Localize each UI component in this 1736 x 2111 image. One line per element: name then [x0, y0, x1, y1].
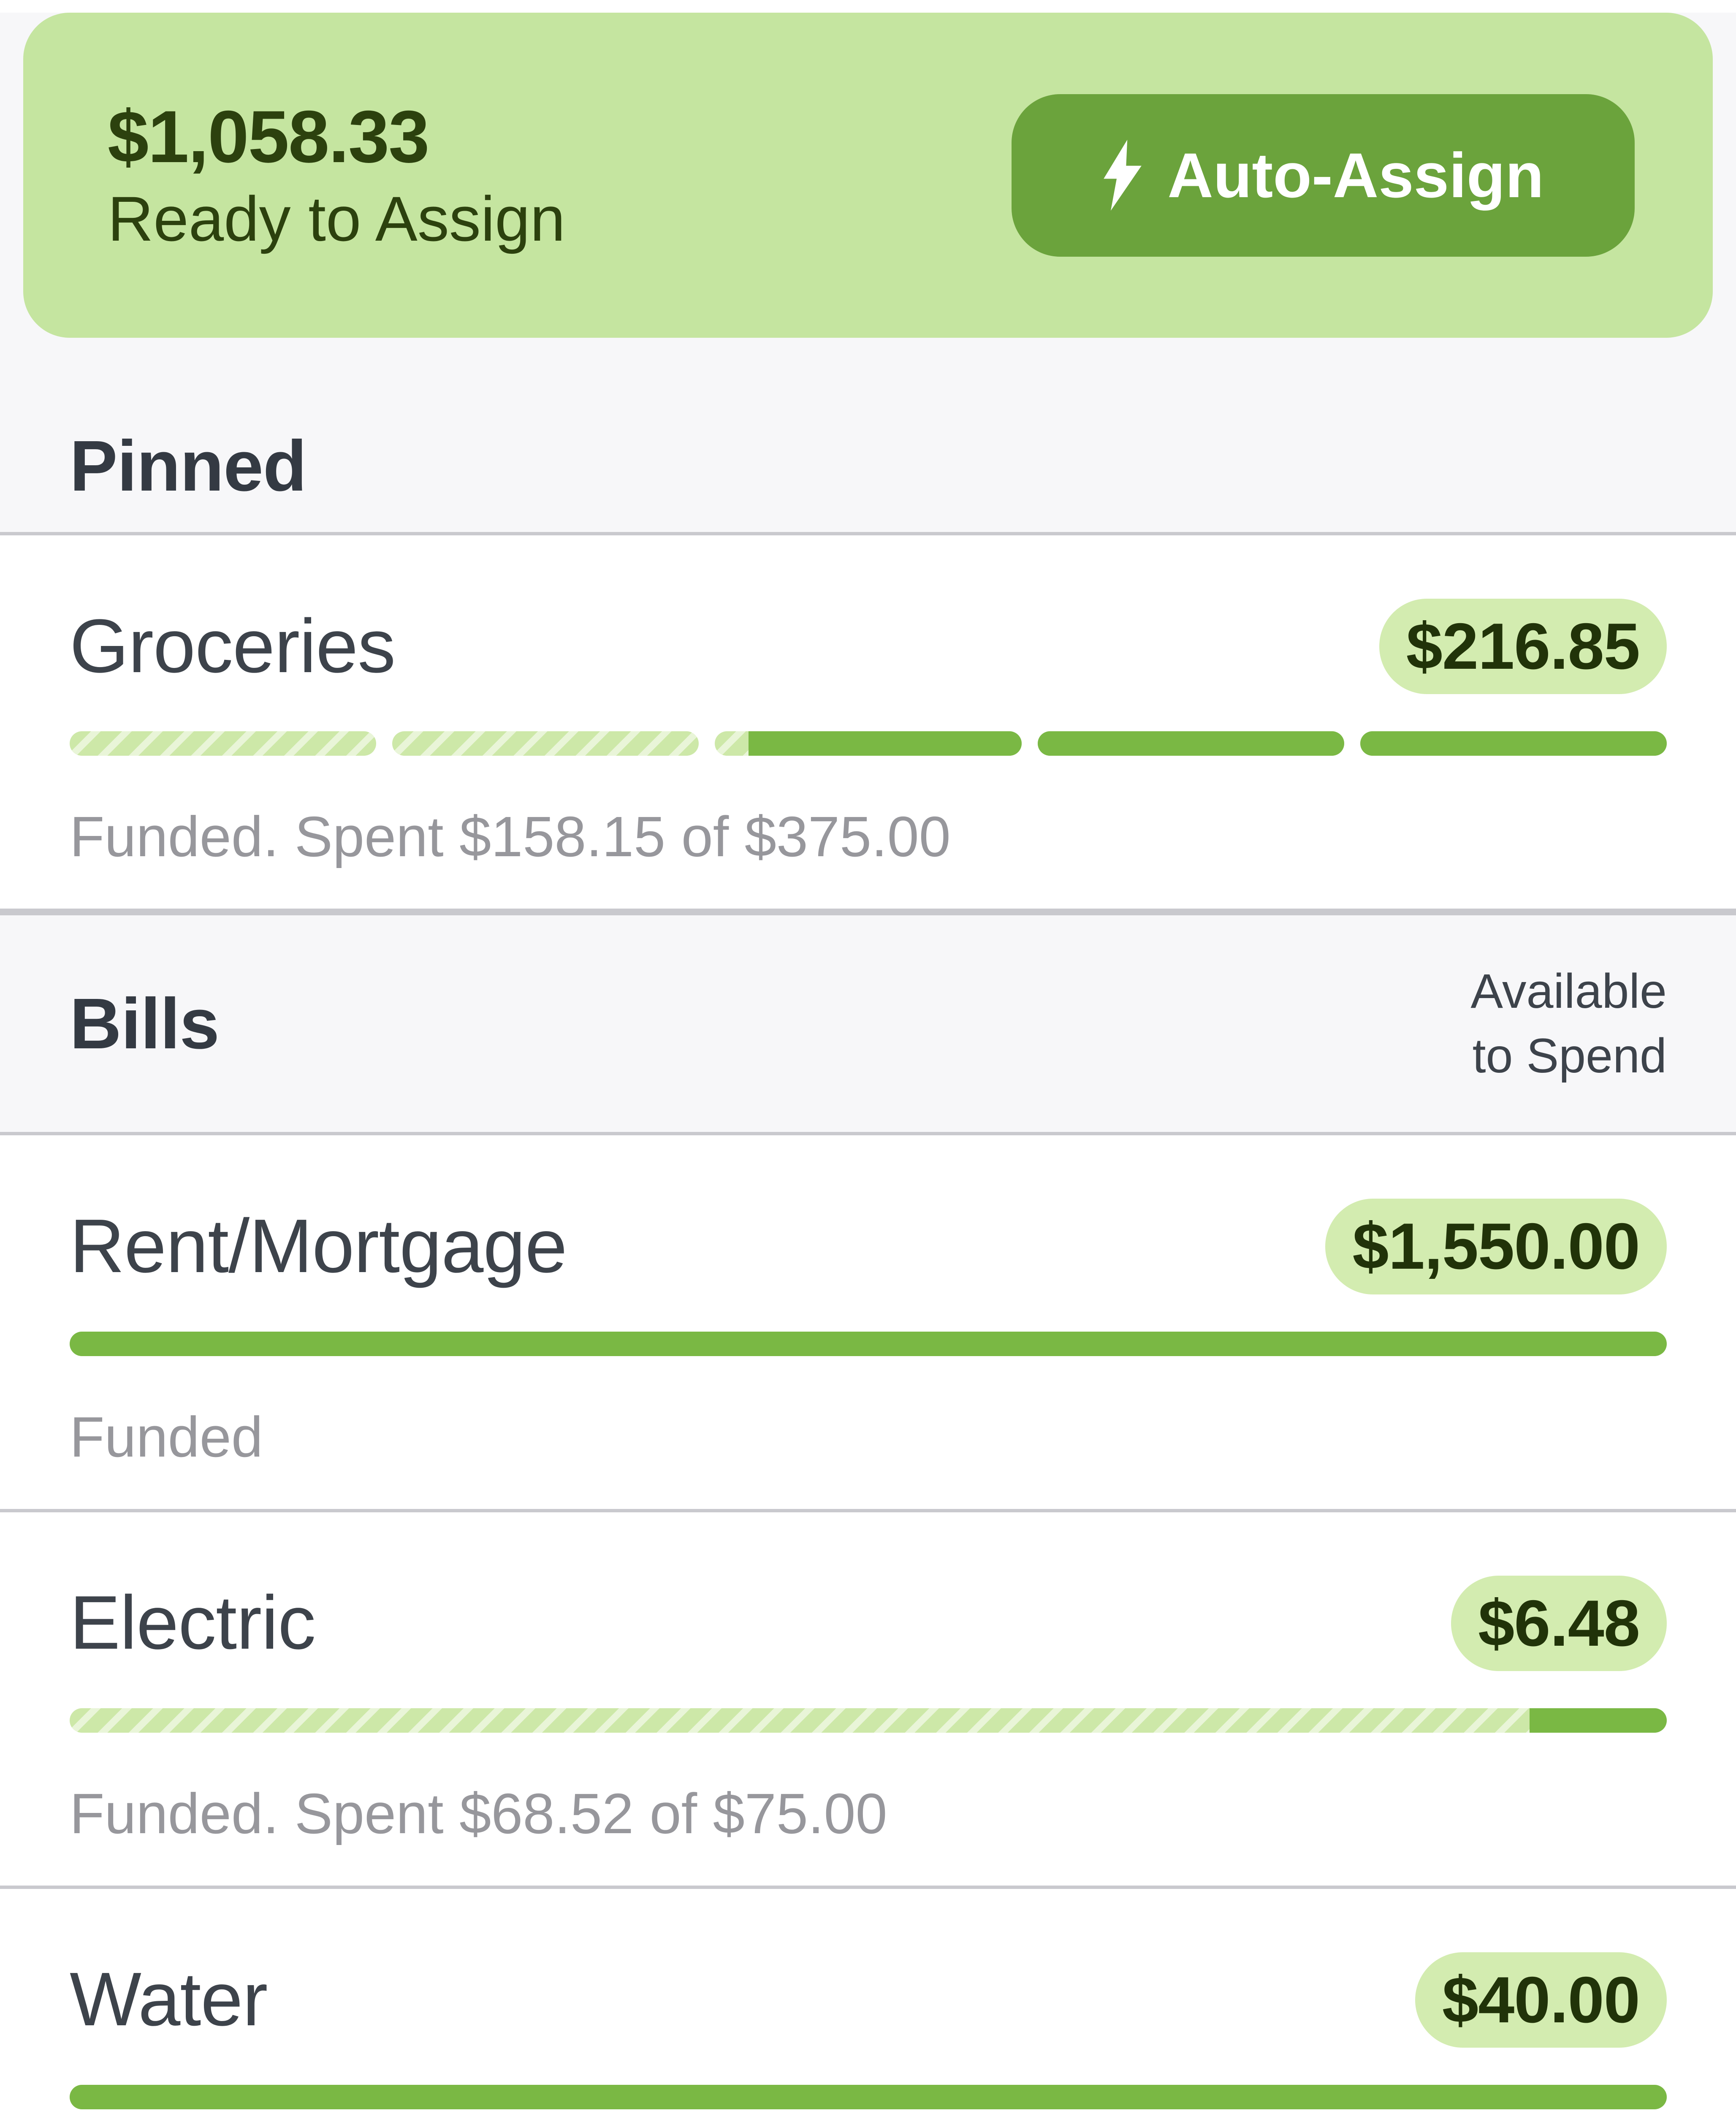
category-name: Water — [70, 1957, 268, 2042]
auto-assign-button[interactable]: Auto-Assign — [1012, 94, 1635, 257]
category-row-top: Electric $6.48 — [70, 1575, 1667, 1671]
progress-bar — [70, 1331, 1667, 1356]
progress-bar — [70, 731, 1667, 756]
auto-assign-label: Auto-Assign — [1167, 139, 1544, 211]
category-status: Funded — [70, 1405, 263, 1469]
available-to-spend-label: Available to Spend — [1470, 964, 1667, 1083]
category-row-water[interactable]: Water $40.00 Funded — [0, 1889, 1736, 2111]
category-status: Funded. Spent $68.52 of $75.00 — [70, 1781, 887, 1845]
available-amount-badge[interactable]: $1,550.00 — [1325, 1199, 1667, 1294]
section-title-pinned: Pinned — [70, 426, 307, 506]
budget-screen: $1,058.33 Ready to Assign Auto-Assign Pi… — [0, 13, 1736, 2111]
ready-label: Ready to Assign — [108, 183, 565, 254]
category-row-groceries[interactable]: Groceries $216.85 Funded. Spent $158.15 … — [0, 535, 1736, 912]
section-title-bills: Bills — [70, 983, 220, 1064]
progress-bar — [70, 1708, 1667, 1733]
header-area: $1,058.33 Ready to Assign Auto-Assign Pi… — [0, 13, 1736, 535]
available-amount-badge[interactable]: $6.48 — [1451, 1575, 1667, 1671]
ready-amount: $1,058.33 — [108, 96, 430, 179]
category-name: Rent/Mortgage — [70, 1203, 567, 1289]
category-row-top: Groceries $216.85 — [70, 599, 1667, 695]
lightning-bolt-icon — [1102, 140, 1143, 211]
category-name: Electric — [70, 1580, 316, 1666]
category-name: Groceries — [70, 603, 396, 689]
category-row-electric[interactable]: Electric $6.48 Funded. Spent $68.52 of $… — [0, 1512, 1736, 1889]
available-amount-badge[interactable]: $40.00 — [1415, 1952, 1667, 2048]
category-row-top: Water $40.00 — [70, 1952, 1667, 2048]
category-row-top: Rent/Mortgage $1,550.00 — [70, 1199, 1667, 1294]
progress-bar — [70, 2085, 1667, 2109]
category-row-rent-mortgage[interactable]: Rent/Mortgage $1,550.00 Funded — [0, 1135, 1736, 1512]
ready-to-assign-banner: $1,058.33 Ready to Assign Auto-Assign — [23, 13, 1713, 338]
section-header-pinned: Pinned — [0, 338, 1736, 532]
category-status: Funded. Spent $158.15 of $375.00 — [70, 805, 951, 869]
section-header-bills: Bills Available to Spend — [0, 912, 1736, 1136]
ready-to-assign-info: $1,058.33 Ready to Assign — [108, 97, 565, 254]
available-amount-badge[interactable]: $216.85 — [1379, 599, 1667, 695]
